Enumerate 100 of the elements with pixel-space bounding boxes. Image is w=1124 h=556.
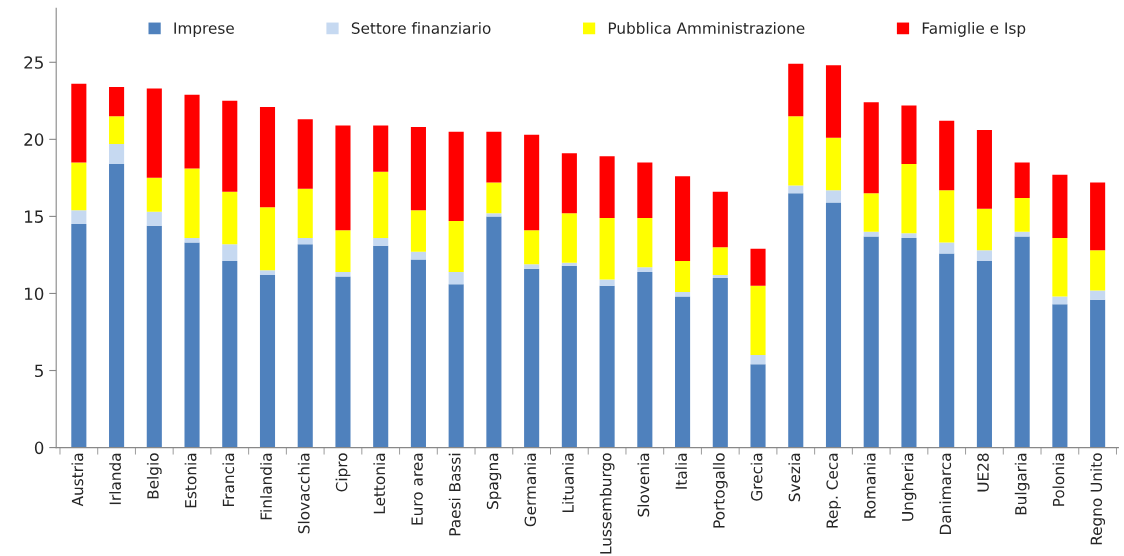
bar [259, 270, 276, 275]
bar [259, 106, 276, 208]
bar [335, 230, 351, 272]
bar [448, 284, 464, 448]
x-tick-label: Lettonia [373, 453, 386, 514]
bar [71, 83, 87, 163]
bar [297, 188, 313, 238]
bar [486, 182, 502, 214]
bar [712, 191, 728, 248]
bar [109, 143, 125, 164]
x-tick-label: Irlanda [109, 453, 122, 505]
bar [373, 237, 389, 246]
bar [939, 190, 955, 243]
legend-label: Famiglie e Isp [922, 22, 1026, 37]
x-tick-label: Slovacchia [297, 453, 310, 534]
x-tick-label: Estonia [184, 453, 197, 508]
bar [788, 116, 804, 186]
bar [486, 216, 502, 448]
x-tick-label: Belgio [146, 453, 162, 499]
x-tick-label: Euro area [411, 453, 423, 525]
bar [976, 130, 992, 209]
bar [109, 116, 125, 144]
bar [410, 127, 426, 211]
bar [410, 259, 426, 448]
bar [599, 285, 615, 448]
bar [184, 237, 200, 243]
bar [901, 233, 917, 238]
bar [825, 190, 842, 203]
bar [712, 274, 728, 279]
bar [750, 364, 766, 448]
bar [524, 268, 540, 448]
x-tick-label: Romania [863, 453, 876, 518]
bar [146, 88, 162, 178]
bar [222, 261, 238, 448]
bar [1052, 296, 1068, 305]
bar [146, 177, 162, 212]
bar [675, 291, 691, 297]
x-tick-label: Ungheria [901, 453, 917, 521]
bar [750, 285, 766, 356]
bar [373, 125, 389, 172]
x-tick-label: Lituania [561, 453, 574, 513]
bar [1052, 174, 1068, 238]
bar [561, 262, 577, 266]
bar [939, 242, 955, 254]
bar [901, 237, 917, 448]
x-tick-label: UE28 [977, 453, 989, 492]
bar [863, 236, 879, 448]
bar [184, 94, 200, 169]
bar [939, 253, 955, 448]
x-tick-label: Svezia [788, 453, 801, 502]
bar [750, 355, 766, 365]
y-tick-label: 10 [25, 287, 44, 301]
bar [788, 185, 804, 194]
bar [222, 244, 238, 262]
bar [222, 100, 238, 192]
bar [1052, 237, 1068, 297]
bar [109, 86, 125, 117]
bar [976, 261, 992, 448]
x-tick-label: Spagna [486, 453, 502, 509]
bar [335, 276, 351, 448]
bar [561, 213, 577, 263]
bar [524, 134, 540, 231]
y-tick-label: 20 [24, 133, 44, 146]
bar [788, 193, 804, 448]
bar [901, 105, 917, 164]
x-tick-label: Lussemburgo [599, 453, 615, 554]
x-tick-label: Rep. Ceca [826, 453, 841, 528]
bar [486, 131, 502, 183]
bar [410, 251, 426, 260]
bar [976, 250, 992, 262]
bar [335, 271, 351, 277]
bar [1014, 236, 1030, 448]
legend-label: Imprese [174, 22, 234, 37]
x-tick-label: Polonia [1052, 453, 1065, 506]
bar [976, 208, 992, 251]
legend-label: Pubblica Amministrazione [608, 22, 805, 34]
bar [750, 248, 766, 286]
x-tick-label: Francia [222, 453, 235, 506]
bar [675, 296, 691, 448]
bar [712, 278, 728, 448]
bar [825, 65, 842, 138]
bar [561, 265, 577, 448]
x-tick-label: Finlandia [260, 453, 272, 520]
bar [901, 164, 917, 234]
bar [599, 156, 615, 218]
bar [825, 202, 842, 448]
bar [825, 137, 842, 191]
bar [259, 274, 276, 448]
bar [1090, 250, 1106, 291]
y-tick-label: 25 [24, 56, 43, 69]
bar [373, 245, 389, 448]
bar [486, 213, 502, 217]
legend-label: Settore finanziario [351, 22, 491, 34]
bar [939, 120, 955, 191]
bar [448, 221, 464, 272]
bar [637, 217, 653, 268]
bar [222, 191, 238, 245]
bar [599, 217, 615, 280]
bar [1090, 290, 1106, 300]
bar [599, 279, 615, 286]
